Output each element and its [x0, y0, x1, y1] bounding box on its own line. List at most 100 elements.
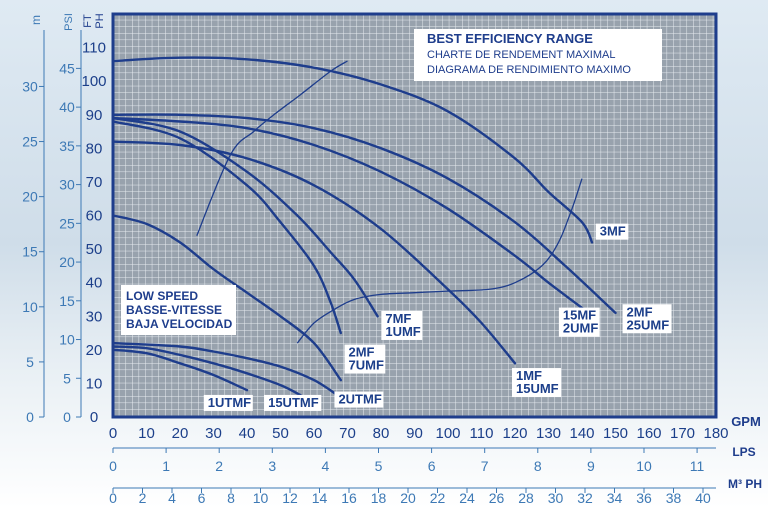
secondary-tick-label: 5: [375, 458, 383, 474]
x-tick-label: 40: [239, 425, 256, 442]
x-tick-label: 170: [670, 425, 695, 442]
y-tick-label: 70: [86, 174, 103, 191]
curve-label-box: [344, 344, 386, 374]
secondary-tick-label: 9: [587, 458, 595, 474]
y-tick-label: 110: [82, 40, 106, 57]
low-speed-label: LOW SPEED: [126, 289, 198, 303]
curve-label: 25UMF: [627, 317, 670, 332]
curve-label-box: [622, 304, 672, 334]
secondary-tick-label: 1: [162, 458, 170, 474]
secondary-tick-label: 15: [22, 244, 38, 260]
y-tick-label: 40: [86, 275, 103, 292]
axis-unit-psi: PSI: [63, 13, 75, 31]
secondary-tick-label: 20: [22, 189, 38, 205]
low-speed-label: BASSE-VITESSE: [126, 303, 222, 317]
pump-curve-7: [111, 214, 342, 382]
secondary-tick-label: 4: [321, 458, 329, 474]
secondary-tick-label: 30: [22, 78, 38, 94]
pump-curve-4: [111, 140, 517, 365]
y-tick-label: 100: [81, 73, 106, 90]
chart-title: BEST EFFICIENCY RANGE: [427, 31, 593, 46]
pump-curve-2: [111, 113, 617, 315]
secondary-tick-label: 14: [312, 490, 328, 506]
secondary-tick-label: 15: [59, 293, 75, 309]
secondary-tick-label: 5: [63, 370, 71, 386]
pump-curve-8: [111, 341, 339, 397]
x-tick-label: 110: [470, 425, 494, 442]
secondary-tick-label: 30: [548, 490, 564, 506]
y-tick-label: 0: [90, 409, 98, 426]
pump-curve-6: [111, 120, 342, 335]
chart-subtitle: CHARTE DE RENDEMENT MAXIMAL: [427, 49, 615, 61]
curve-label: 1UMF: [385, 324, 420, 339]
y-tick-label: 20: [86, 342, 103, 359]
plot-frame: [111, 12, 718, 419]
curve-label: 15UTMF: [268, 395, 319, 410]
secondary-tick-label: 12: [282, 490, 298, 506]
secondary-tick-label: 0: [109, 458, 117, 474]
secondary-tick-label: 40: [59, 99, 75, 115]
secondary-tick-label: 40: [695, 490, 711, 506]
pump-curve-9: [111, 345, 302, 397]
curve-label: 2MF: [349, 345, 375, 360]
secondary-tick-label: 35: [59, 138, 75, 154]
secondary-tick-label: 3: [268, 458, 276, 474]
curve-label-box: [203, 394, 253, 411]
secondary-tick-label: 0: [26, 409, 34, 425]
pump-curve-1: [111, 56, 594, 244]
secondary-tick-label: 18: [371, 490, 387, 506]
secondary-tick-label: 10: [636, 458, 652, 474]
secondary-tick-label: 8: [227, 490, 235, 506]
y-tick-label: 90: [86, 107, 103, 124]
secondary-tick-label: 16: [341, 490, 357, 506]
low-speed-label: BAJA VELOCIDAD: [126, 317, 233, 331]
secondary-tick-label: 2: [139, 490, 147, 506]
x-tick-label: 80: [373, 425, 390, 442]
x-tick-label: 120: [502, 425, 527, 442]
secondary-tick-label: 2: [215, 458, 223, 474]
axis-unit-m3ph: M³ PH: [728, 477, 762, 491]
axis-unit-m: m: [29, 15, 43, 25]
pump-curve-5: [111, 116, 379, 318]
x-tick-label: 20: [172, 425, 189, 442]
x-tick-label: 30: [205, 425, 222, 442]
x-tick-label: 70: [339, 425, 356, 442]
secondary-tick-label: 28: [518, 490, 534, 506]
secondary-tick-label: 25: [59, 215, 75, 231]
secondary-tick-label: 6: [198, 490, 206, 506]
secondary-tick-label: 25: [22, 134, 38, 150]
x-tick-label: 50: [272, 425, 289, 442]
y-tick-label: 50: [86, 241, 103, 258]
y-axis-label: FT: [82, 14, 94, 28]
secondary-tick-label: 26: [489, 490, 505, 506]
x-tick-label: 0: [109, 425, 117, 442]
secondary-tick-label: 0: [109, 490, 117, 506]
x-tick-label: 160: [636, 425, 661, 442]
curve-label-box: [595, 223, 629, 240]
secondary-tick-label: 6: [428, 458, 436, 474]
secondary-tick-label: 11: [690, 458, 705, 474]
title-box: [414, 29, 662, 81]
x-tick-label: 90: [406, 425, 423, 442]
curve-label: 2MF: [627, 304, 653, 319]
x-tick-label: 130: [536, 425, 561, 442]
x-tick-label: 10: [138, 425, 155, 442]
secondary-tick-label: 10: [22, 299, 38, 315]
plot-grid: [113, 14, 716, 417]
y-tick-label: 30: [86, 308, 103, 325]
curve-label: 15UMF: [516, 381, 559, 396]
secondary-tick-label: 34: [607, 490, 623, 506]
secondary-tick-label: 8: [534, 458, 542, 474]
chart-subtitle: DIAGRAMA DE RENDIMIENTO MAXIMO: [427, 64, 631, 76]
secondary-tick-label: 45: [59, 60, 75, 76]
x-axis-label: GPM: [731, 414, 761, 429]
x-tick-label: 100: [435, 425, 460, 442]
curve-label: 2UMF: [563, 321, 598, 336]
axis-unit-lps: LPS: [732, 445, 755, 459]
secondary-tick-label: 5: [26, 354, 34, 370]
secondary-tick-label: 24: [459, 490, 475, 506]
secondary-tick-label: 36: [636, 490, 652, 506]
curve-label: 1UTMF: [208, 395, 251, 410]
curve-label-box: [264, 394, 322, 411]
